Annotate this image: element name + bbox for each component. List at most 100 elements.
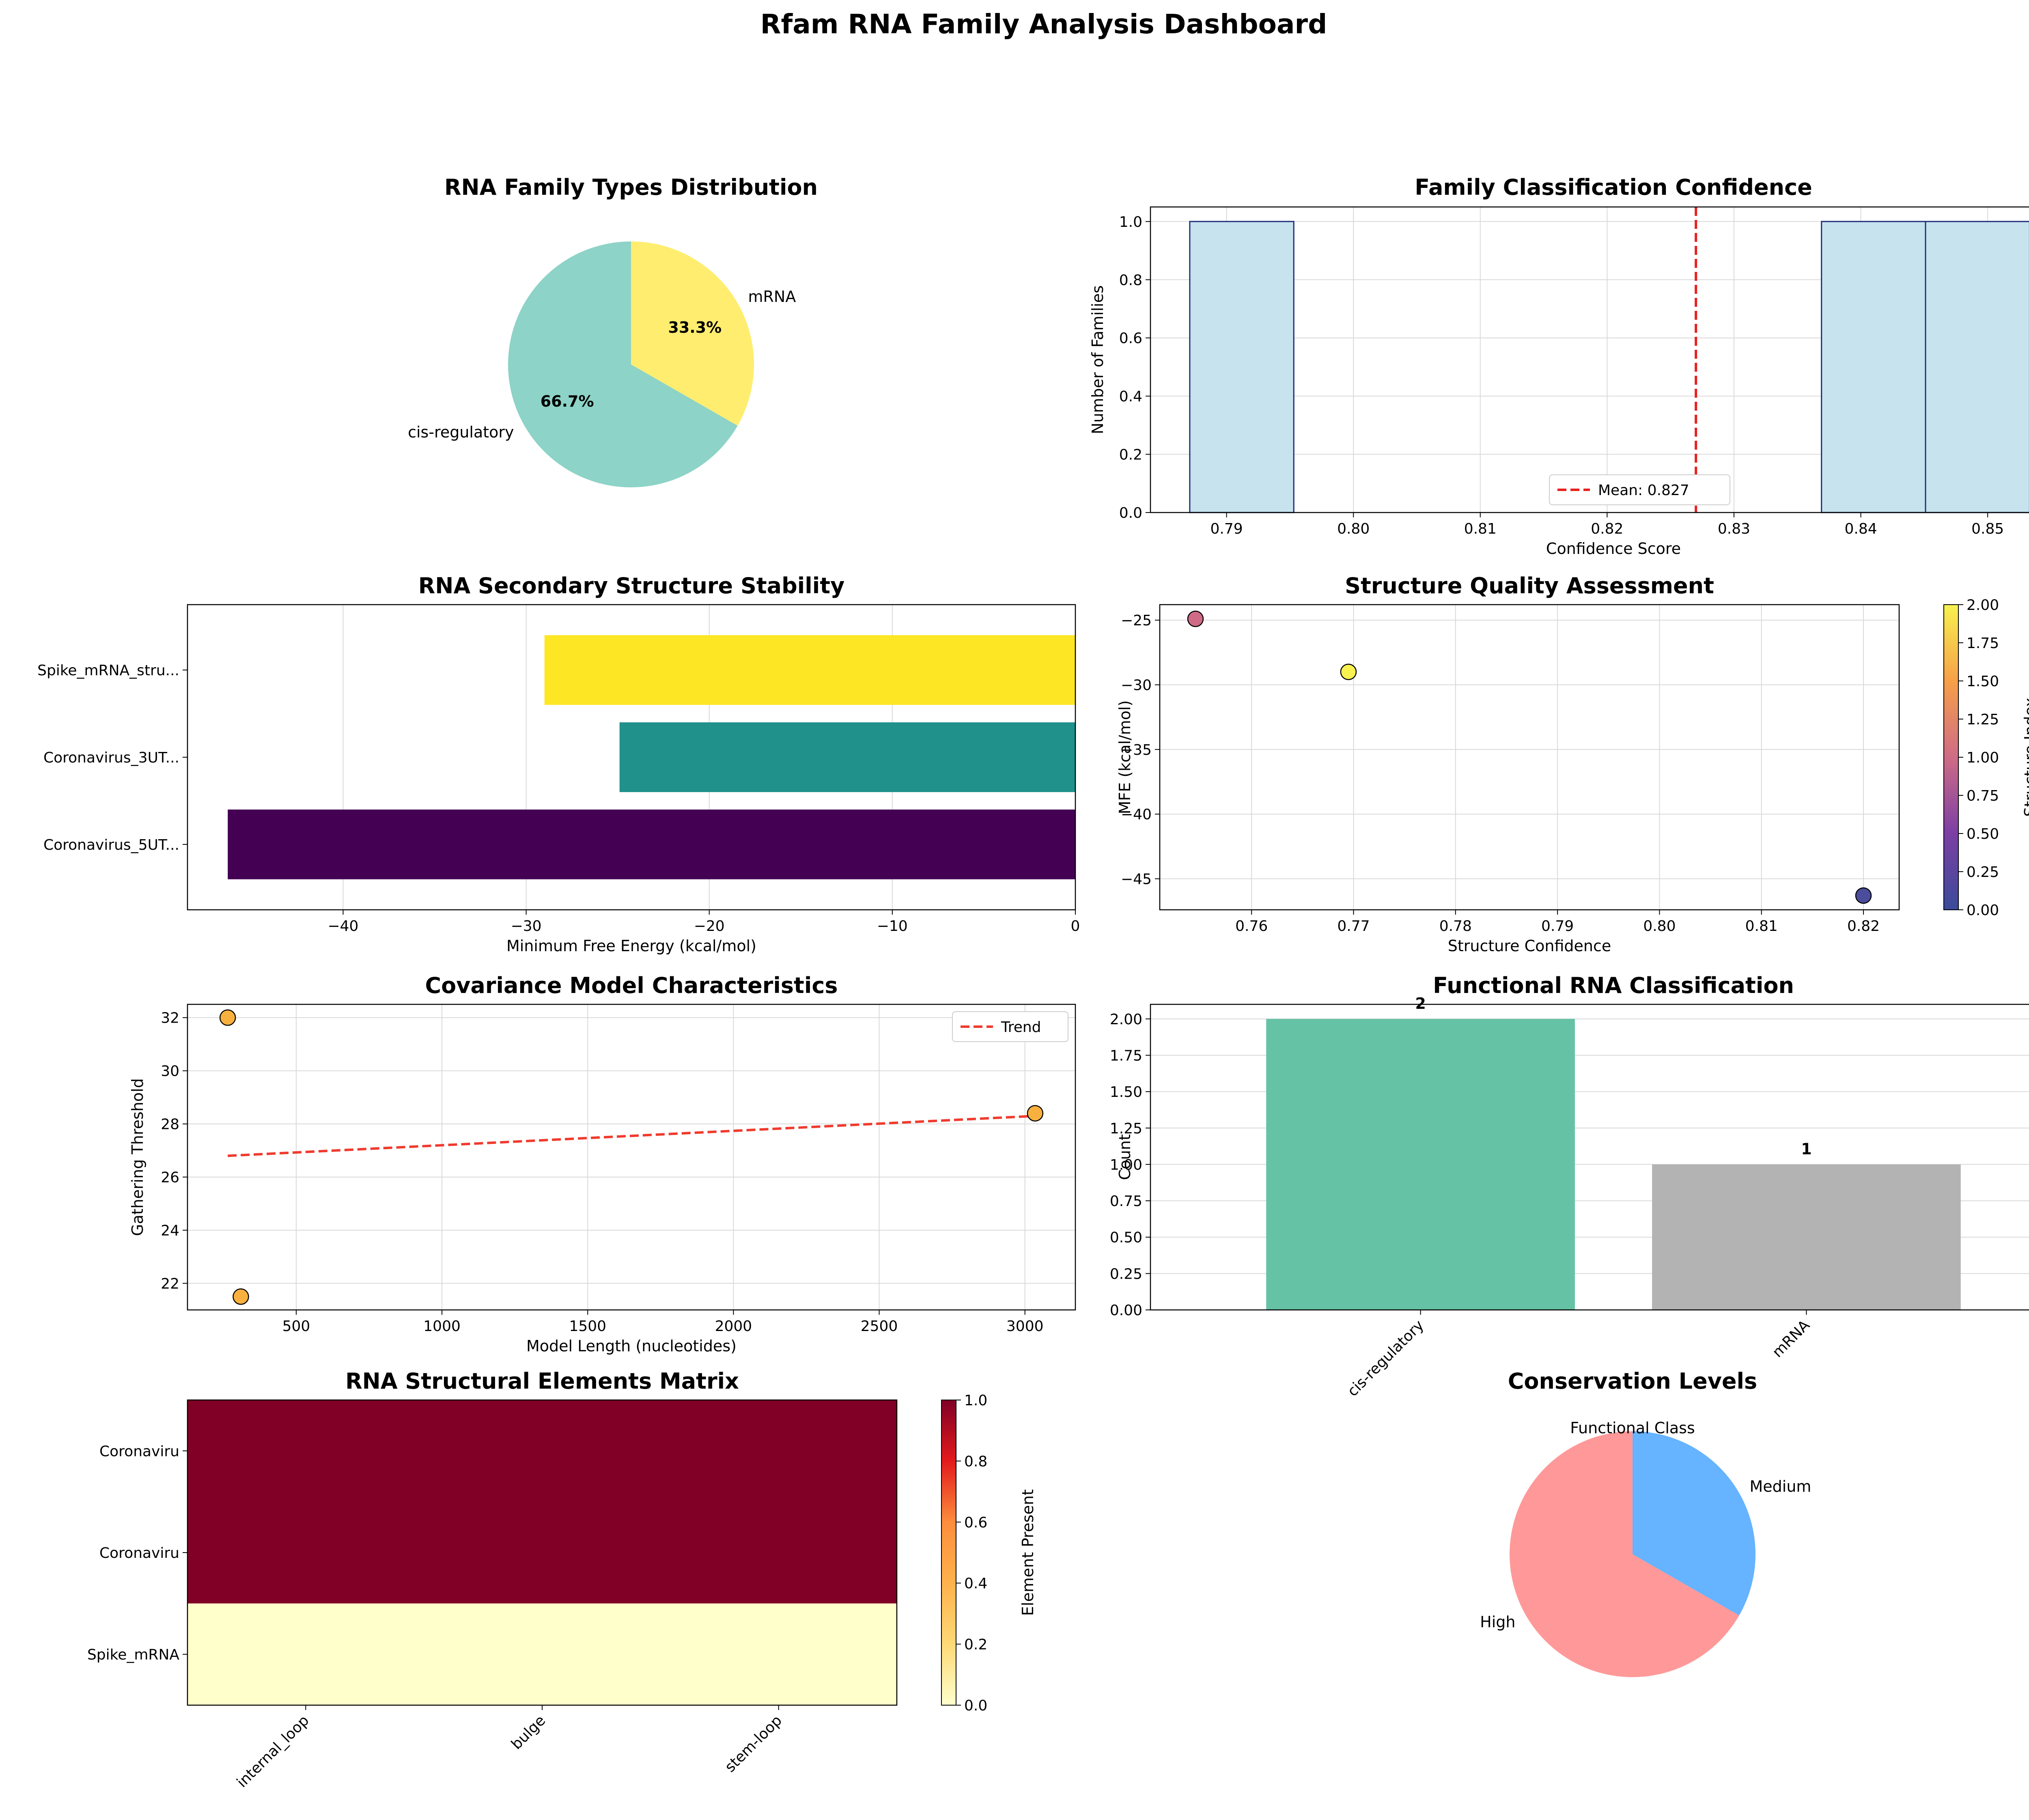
axes-frame [1150,1004,2029,1311]
quality-xtick-label: 0.78 [1439,918,1472,935]
functional-ytick-label: 1.75 [1110,1048,1142,1064]
functional-ytick-label: 1.00 [1110,1157,1142,1173]
heatmap-cell [187,1603,424,1706]
axes-frame [187,604,1076,911]
cm-xtick-label: 2500 [861,1318,898,1335]
family-types-pct: 66.7% [541,392,594,410]
quality-xtick-label: 0.77 [1337,918,1370,935]
quality-cbar-tick-label: 0.50 [1967,826,1999,842]
quality-cbar-tick-label: 1.75 [1967,635,1999,652]
mfe-category-label: Coronavirus_3UT... [43,750,179,766]
family-types-label: cis-regulatory [408,423,514,441]
quality-ytick-label: −30 [1121,677,1152,694]
confidence-title: Family Classification Confidence [1415,174,1812,200]
confidence-ytick-label: 0.4 [1119,388,1142,405]
axes-frame [1159,604,1900,911]
cm-ytick-label: 22 [161,1276,179,1292]
functional-ylabel: Count [1116,1134,1134,1180]
quality-ytick-label: −45 [1121,871,1152,888]
cm-xtick-label: 500 [282,1318,310,1335]
confidence-ytick-label: 0.2 [1119,447,1142,463]
charts-layer: RNA Family Types Distribution cis-regulat… [37,174,2029,1791]
mfe-xlabel: Minimum Free Energy (kcal/mol) [506,937,756,955]
trend-line [227,1115,1036,1157]
heatmap-cell [660,1501,897,1604]
heatmap-cell [424,1501,661,1604]
quality-xtick-label: 0.79 [1541,918,1574,935]
conservation-slice [1633,1431,1756,1615]
heatmap-cbar-tick-label: 0.2 [964,1637,987,1653]
heatmap-cell [187,1400,424,1502]
conservation-slice [1510,1431,1739,1677]
heatmap-row-label: Coronaviru [99,1545,179,1562]
quality-ytick-label: −35 [1121,742,1152,758]
functional-ytick-label: 0.50 [1110,1230,1142,1246]
cm-xlabel: Model Length (nucleotides) [526,1337,737,1355]
confidence-xtick-label: 0.82 [1591,521,1623,537]
quality-title: Structure Quality Assessment [1345,573,1714,599]
confidence-ylabel: Number of Families [1089,285,1107,434]
confidence-legend [1549,474,1730,505]
mfe-title: RNA Secondary Structure Stability [418,573,845,599]
heatmap-colorbar [941,1400,956,1706]
family-types-label: mRNA [748,288,796,306]
confidence-xlabel: Confidence Score [1546,540,1681,558]
quality-colorbar [1943,604,1959,910]
conservation-overlay-text: Functional Class [1570,1419,1695,1437]
functional-ytick-label: 0.00 [1110,1302,1142,1319]
quality-ytick-label: −25 [1121,612,1152,629]
heatmap-cbar-tick-label: 0.0 [964,1697,987,1714]
quality-cbar-tick-label: 0.75 [1967,788,1999,804]
heatmap-colorbar-label: Element Present [1019,1489,1037,1616]
heatmap-col-label: bulge [508,1712,549,1753]
mfe-xtick-label: −20 [694,918,725,935]
heatmap-title: RNA Structural Elements Matrix [345,1368,739,1394]
quality-point [1855,887,1872,904]
quality-point [1187,610,1204,627]
cm-ytick-label: 26 [161,1170,179,1186]
functional-value-label: 2 [1415,995,1426,1012]
mfe-bar [228,809,1075,879]
quality-cbar-tick-label: 2.00 [1967,597,1999,614]
quality-ytick-label: −40 [1121,806,1152,823]
heatmap-cbar-tick-label: 0.8 [964,1453,987,1470]
quality-cbar-tick-label: 1.50 [1967,673,1999,690]
cm-point [233,1288,249,1305]
quality-ylabel: MFE (kcal/mol) [1116,700,1134,814]
cm-xtick-label: 2000 [715,1318,752,1335]
functional-ytick-label: 0.75 [1110,1193,1142,1210]
mfe-bar [544,635,1075,705]
cm-xtick-label: 1000 [423,1318,461,1335]
cm-title: Covariance Model Characteristics [425,973,838,998]
axes-frame [187,1004,1076,1311]
heatmap-row-label: Coronaviru [99,1443,179,1460]
quality-xtick-label: 0.81 [1745,918,1778,935]
family-types-slice [631,241,754,426]
mfe-xtick-label: −30 [511,918,542,935]
axes-frame [187,1399,898,1706]
confidence-ytick-label: 0.8 [1119,272,1142,289]
functional-category-label: mRNA [1769,1317,1813,1361]
heatmap-cell [660,1400,897,1502]
quality-xtick-label: 0.82 [1847,918,1880,935]
legend-mean-label: Mean: 0.827 [1598,482,1689,499]
heatmap-col-label: internal_loop [234,1712,312,1791]
cm-xtick-label: 1500 [569,1318,606,1335]
family-types-pct: 33.3% [668,319,722,336]
confidence-xtick-label: 0.81 [1464,521,1497,537]
confidence-bar [1189,221,1295,513]
dashboard-title: Rfam RNA Family Analysis Dashboard [760,9,1327,40]
quality-colorbar-label: Structure Index [2021,698,2029,816]
axes-frame [1150,206,2029,513]
cm-ytick-label: 30 [161,1063,179,1080]
functional-ytick-label: 1.50 [1110,1084,1142,1101]
mfe-xtick-label: −10 [877,918,908,935]
mfe-category-label: Coronavirus_5UT... [43,837,179,853]
conservation-label: Medium [1749,1478,1811,1495]
quality-xtick-label: 0.80 [1643,918,1676,935]
conservation-title: Conservation Levels [1508,1368,1757,1394]
confidence-bar [1821,221,1926,513]
confidence-xtick-label: 0.79 [1210,521,1243,537]
cm-legend [952,1011,1068,1042]
functional-value-label: 1 [1801,1140,1811,1158]
